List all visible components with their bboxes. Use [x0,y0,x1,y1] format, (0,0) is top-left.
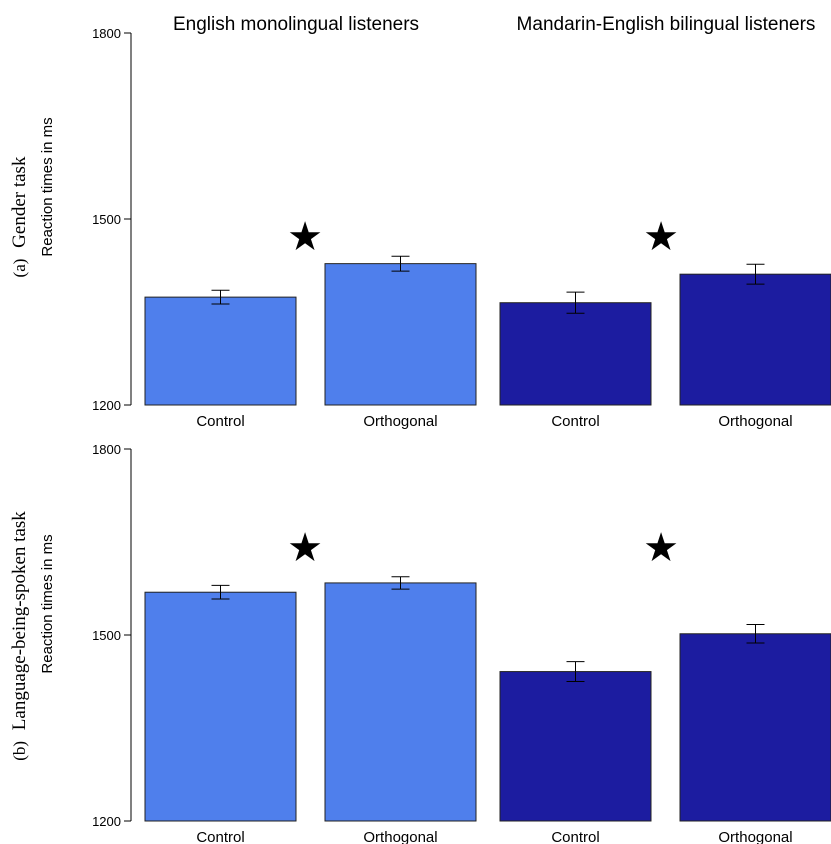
panel-b-star-english: ★ [287,525,323,570]
panel-b-star-mandarin: ★ [643,525,679,570]
panel-b-category-labels: Control Orthogonal Control Orthogonal [196,829,792,844]
panel-a-tick-label-0: 1200 [92,398,121,413]
panel-a-bar-3 [679,273,831,406]
panel-a-title: Gender task [9,156,30,248]
panel-a-error-bar-2 [566,291,585,314]
panel-a-star-mandarin: ★ [643,214,679,259]
panel-a-bar-2 [499,302,652,406]
panel-a-error-bar-1 [391,255,410,272]
panel-b-error-bars [211,576,765,682]
panel-a-bars [144,263,831,406]
panel-b-category-label-1: Orthogonal [363,829,437,844]
panel-b-error-bar-0 [211,584,230,600]
panel-a-label: (a) Gender task [9,156,30,277]
panel-b-error-bar-3 [746,623,765,644]
panel-b-y-ticks: 1200 1500 1800 [92,442,131,829]
panel-a-category-label-1: Orthogonal [363,413,437,430]
panel-b-bar-3 [679,633,831,822]
panel-a-y-ticks: 1200 1500 1800 [92,26,131,413]
panel-a-ylabel: Reaction times in ms [39,117,56,256]
panel-b-letter: (b) [10,741,29,761]
panel-a-letter: (a) [10,259,29,278]
panel-b-ylabel: Reaction times in ms [39,534,56,673]
panel-a-error-bar-0 [211,289,230,305]
panel-b-category-label-2: Control [551,829,599,844]
panel-a-category-label-2: Control [551,413,599,430]
panel-a-error-bar-3 [746,263,765,285]
panel-b-bar-0 [144,591,297,822]
panel-a-tick-label-2: 1800 [92,26,121,41]
panel-a-bar-0 [144,296,297,406]
panel-a-category-label-0: Control [196,413,244,430]
panel-a-category-label-3: Orthogonal [718,413,792,430]
panel-b-tick-label-0: 1200 [92,814,121,829]
panel-b-label: (b) Language-being-spoken task [9,511,30,761]
panel-b-category-label-0: Control [196,829,244,844]
group-title-mandarin: Mandarin-English bilingual listeners [517,14,816,35]
panel-a-tick-label-1: 1500 [92,212,121,227]
panel-b-bars [144,582,831,822]
panel-b-tick-label-2: 1800 [92,442,121,457]
panel-a-error-bars [211,255,765,314]
panel-b-category-label-3: Orthogonal [718,829,792,844]
panel-a-bar-1 [324,263,477,406]
panel-b: (b) Language-being-spoken task Reaction … [9,442,831,844]
panel-b-error-bar-2 [566,661,585,682]
panel-a-star-english: ★ [287,214,323,259]
panel-a: (a) Gender task Reaction times in ms 120… [9,26,831,430]
panel-b-bar-1 [324,582,477,822]
panel-b-error-bar-1 [391,576,410,590]
panel-b-title: Language-being-spoken task [9,511,30,730]
panel-a-category-labels: Control Orthogonal Control Orthogonal [196,413,792,430]
panel-b-tick-label-1: 1500 [92,628,121,643]
panel-b-bar-2 [499,671,652,822]
group-title-english: English monolingual listeners [173,14,419,35]
